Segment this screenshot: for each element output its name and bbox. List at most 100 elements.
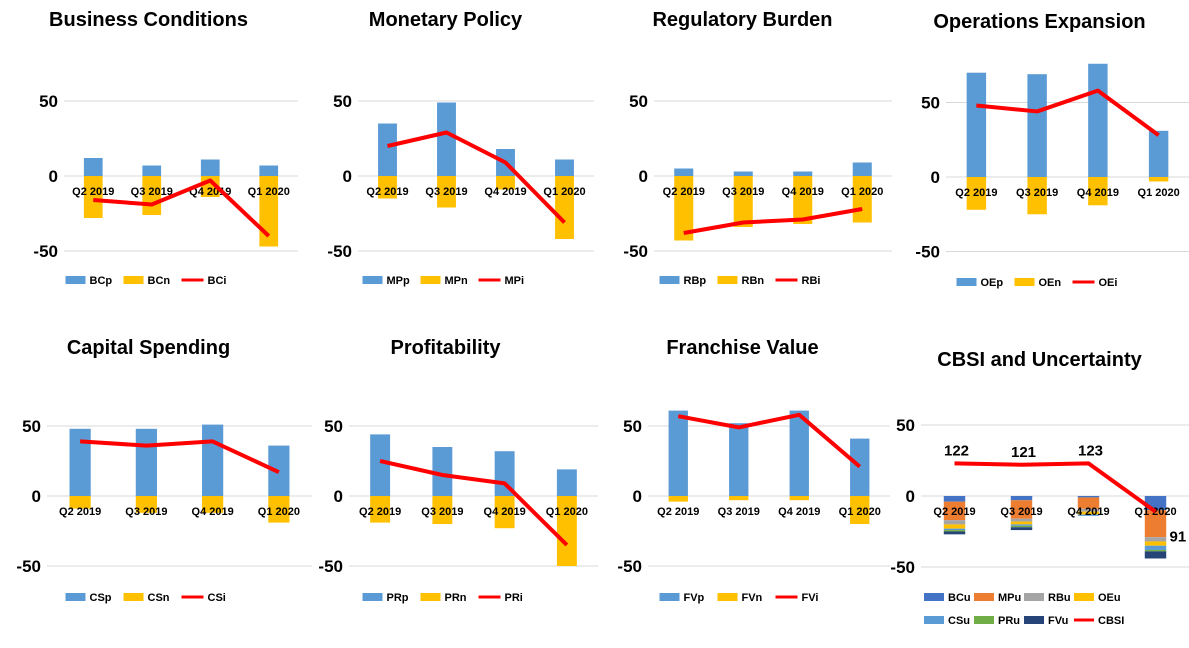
legend-swatch	[974, 616, 994, 624]
bar-OEu	[1010, 521, 1033, 525]
legend-label: RBn	[742, 275, 765, 287]
bar-PRp	[494, 451, 515, 496]
bar-OEp	[1088, 63, 1108, 178]
y-tick-label: 50	[39, 92, 58, 111]
line-OEi	[976, 88, 1160, 137]
bar-PRp	[432, 447, 453, 496]
x-tick-label: Q2 2019	[955, 187, 997, 199]
bar-BCp	[142, 165, 162, 176]
legend-item-FVi: FVi	[775, 592, 818, 604]
legend-item-OEi: OEi	[1072, 277, 1117, 289]
bar-CSp	[202, 424, 224, 496]
bar-OEp	[966, 72, 987, 177]
x-tick-label: Q3 2019	[1000, 506, 1042, 518]
legend-label: CSp	[90, 592, 112, 604]
bar-CSn	[69, 496, 91, 509]
legend-swatch	[659, 276, 680, 284]
legend-swatch	[924, 593, 944, 601]
legend-item-RBp: RBp	[659, 275, 707, 287]
x-tick-label: Q3 2019	[125, 506, 167, 518]
line-RBi	[683, 207, 863, 235]
y-tick-label: -50	[318, 557, 343, 576]
legend-item-PRi: PRi	[478, 592, 523, 604]
bar-CSn	[135, 496, 157, 513]
y-tick-label: 0	[343, 167, 352, 186]
chart-title: Regulatory Burden	[652, 9, 833, 31]
bar-CSu	[1010, 524, 1033, 526]
legend-label: RBu	[1048, 592, 1071, 604]
x-tick-label: Q4 2019	[1067, 506, 1109, 518]
legend-label: BCu	[948, 592, 971, 604]
legend-swatch	[1074, 593, 1094, 601]
legend-label: CSi	[208, 592, 226, 604]
line-BCi	[93, 178, 271, 238]
y-tick-label: 0	[334, 487, 343, 506]
bar-MPp	[437, 102, 456, 176]
data-label: 123	[1078, 442, 1103, 459]
bar-CSp	[135, 428, 157, 496]
bar-RBu	[943, 520, 966, 525]
legend-label: FVp	[684, 592, 705, 604]
legend-item-OEn: OEn	[1014, 277, 1061, 289]
line-CSi	[79, 439, 280, 475]
bar-CSp	[69, 428, 91, 496]
bar-RBn	[793, 176, 813, 224]
bar-PRn	[494, 496, 515, 529]
bar-MPu	[1077, 497, 1100, 509]
bar-OEp	[1148, 130, 1169, 177]
chart-svg: 50 0 -50 Q2 2019 Q3 2019 Q4 2019 Q1 2020 MPp MPn…	[327, 92, 594, 287]
legend-swatch	[956, 278, 977, 286]
bar-FVu	[943, 531, 966, 535]
bar-OEu	[943, 524, 966, 529]
legend-item-PRp: PRp	[362, 592, 409, 604]
bar-BCu	[1077, 496, 1100, 498]
bar-PRu	[1144, 549, 1167, 552]
y-tick-label: 50	[324, 417, 343, 436]
chart-title: Business Conditions	[49, 9, 248, 31]
legend-item-MPu: MPu	[974, 592, 1021, 604]
y-tick-label: 0	[32, 487, 41, 506]
legend-label: RBp	[684, 275, 707, 287]
legend-swatch	[1024, 593, 1044, 601]
y-tick-label: -50	[33, 242, 58, 261]
legend-item-BCi: BCi	[181, 275, 227, 287]
legend-item-MPp: MPp	[362, 275, 410, 287]
bar-FVu	[1010, 527, 1033, 531]
bar-PRn	[370, 496, 391, 523]
data-label: 121	[1011, 444, 1036, 461]
legend-label: PRp	[387, 592, 409, 604]
x-tick-label: Q1 2020	[543, 186, 585, 198]
x-tick-label: Q2 2019	[359, 506, 401, 518]
bar-RBu	[1077, 508, 1100, 512]
bar-BCp	[83, 158, 103, 176]
x-tick-label: Q4 2019	[778, 506, 820, 518]
x-tick-label: Q2 2019	[59, 506, 101, 518]
legend-item-RBu: RBu	[1024, 592, 1071, 604]
chart-7: Franchise Value 50 0 -50 Q2 2019 Q3 2019 Q4 20…	[594, 324, 891, 648]
bar-FVp	[789, 410, 809, 496]
legend-item-CSi: CSi	[181, 592, 226, 604]
x-tick-label: Q1 2020	[258, 506, 300, 518]
bar-MPn	[496, 176, 515, 190]
x-tick-label: Q2 2019	[72, 186, 114, 198]
legend-label: MPn	[445, 275, 469, 287]
bar-FVn	[729, 496, 749, 501]
legend-label: FVn	[742, 592, 763, 604]
x-tick-label: Q1 2020	[1138, 187, 1180, 199]
bar-PRu	[943, 530, 966, 532]
legend-swatch	[717, 276, 738, 284]
line-FVi	[677, 412, 862, 469]
bar-CSu	[1077, 514, 1100, 516]
bar-CSn	[202, 496, 224, 513]
bar-RBu	[1010, 518, 1033, 522]
x-tick-label: Q3 2019	[722, 186, 764, 198]
legend-item-BCu: BCu	[924, 592, 971, 604]
legend-item-OEp: OEp	[956, 277, 1003, 289]
legend-item-BCn: BCn	[123, 275, 170, 287]
chart-title: CBSI and Uncertainty	[937, 349, 1142, 371]
x-tick-label: Q4 2019	[782, 186, 824, 198]
legend-item-OEu: OEu	[1074, 592, 1121, 604]
legend-label: BCi	[208, 275, 227, 287]
y-tick-label: 0	[49, 167, 58, 186]
x-tick-label: Q4 2019	[1077, 187, 1119, 199]
